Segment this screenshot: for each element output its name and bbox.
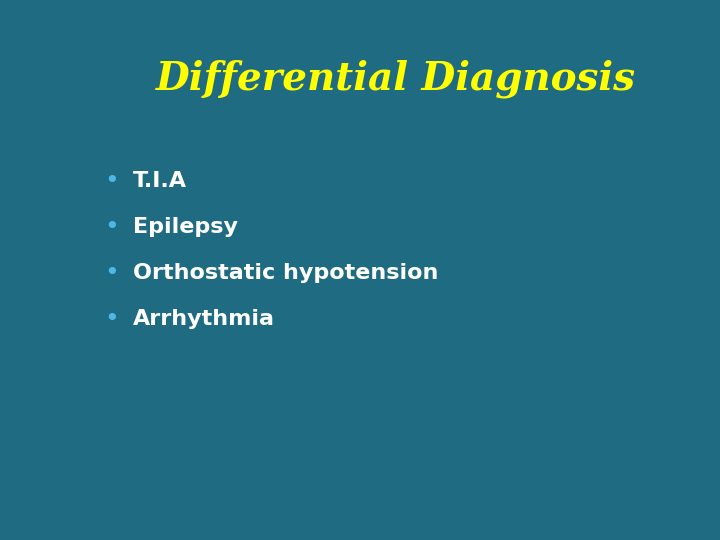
Text: Differential Diagnosis: Differential Diagnosis [156, 59, 636, 98]
Text: Epilepsy: Epilepsy [133, 217, 238, 237]
Text: •: • [104, 215, 119, 239]
Text: Orthostatic hypotension: Orthostatic hypotension [133, 262, 438, 283]
Text: T.I.A: T.I.A [133, 171, 187, 191]
Text: •: • [104, 307, 119, 330]
Text: Arrhythmia: Arrhythmia [133, 308, 275, 329]
Text: •: • [104, 261, 119, 285]
Text: •: • [104, 169, 119, 193]
